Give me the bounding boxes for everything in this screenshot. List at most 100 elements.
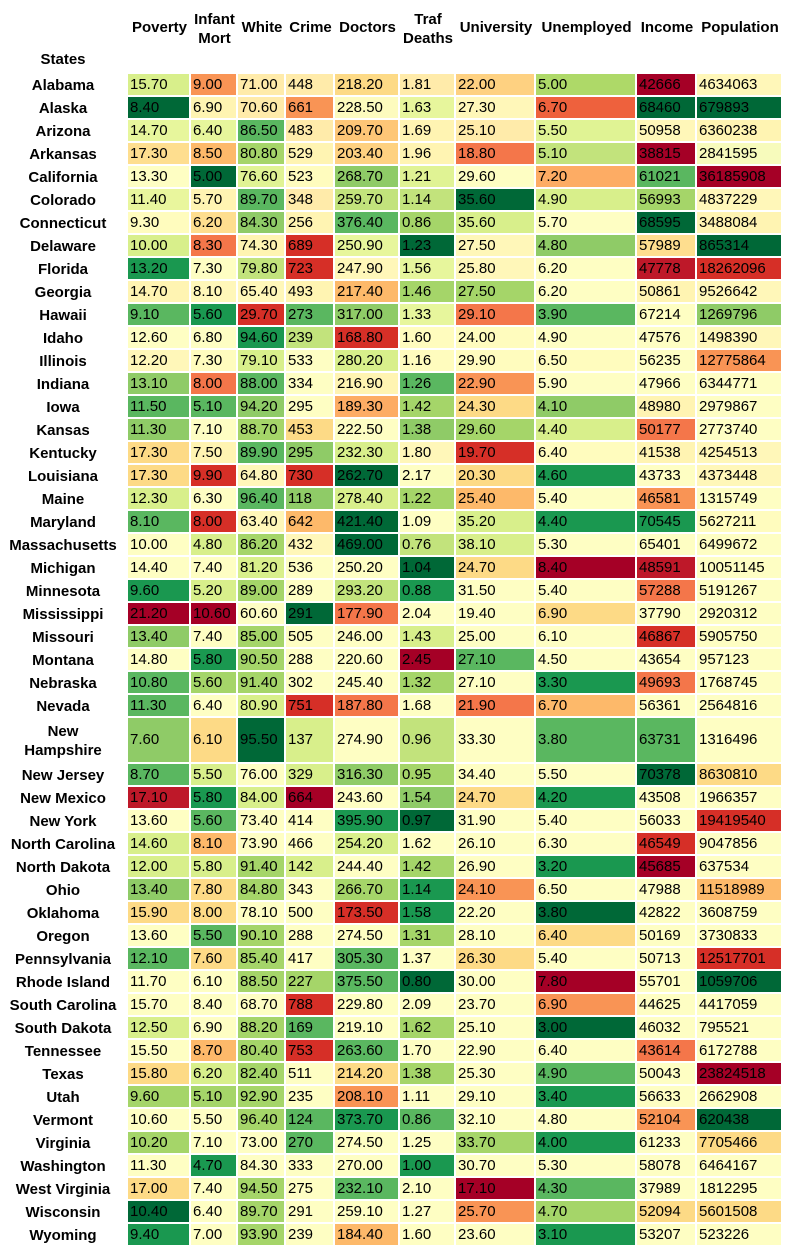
heatmap-cell: 1.42 [400,856,454,877]
heatmap-cell: 4.40 [536,419,635,440]
heatmap-cell: 68595 [637,212,695,233]
heatmap-cell: 1.11 [400,1086,454,1107]
heatmap-cell: 3.90 [536,304,635,325]
heatmap-cell: 5601508 [697,1201,781,1222]
heatmap-cell: 34.40 [456,764,534,785]
heatmap-cell: 250.20 [335,557,398,578]
row-label: Florida [37,261,88,278]
row-label: Louisiana [27,468,98,485]
heatmap-cell: 43614 [637,1040,695,1061]
heatmap-cell: 5.50 [191,1109,236,1130]
row-label: Idaho [43,330,83,347]
heatmap-cell: 642 [286,511,333,532]
heatmap-cell: 89.90 [238,442,284,463]
heatmap-cell: 1.09 [400,511,454,532]
heatmap-cell: 5.90 [536,373,635,394]
heatmap-cell: 6.70 [536,695,635,716]
heatmap-cell: 1.31 [400,925,454,946]
heatmap-cell: 421.40 [335,511,398,532]
heatmap-cell: 247.90 [335,258,398,279]
row-label: North Carolina [10,836,116,853]
heatmap-cell: 469.00 [335,534,398,555]
heatmap-cell: 9.60 [128,1086,189,1107]
row-label: Alabama [31,77,95,94]
heatmap-cell: 63.40 [238,511,284,532]
heatmap-cell: 2.10 [400,1178,454,1199]
heatmap-cell: 11.30 [128,1155,189,1176]
row-label: Illinois [39,353,87,370]
heatmap-cell: 46581 [637,488,695,509]
heatmap-cell: 14.40 [128,557,189,578]
heatmap-cell: 270.00 [335,1155,398,1176]
heatmap-cell: 56993 [637,189,695,210]
heatmap-cell: 239 [286,1224,333,1245]
row-label: Maryland [30,514,96,531]
heatmap-cell: 6.90 [191,1017,236,1038]
heatmap-cell: 3.40 [536,1086,635,1107]
heatmap-cell: 5.10 [536,143,635,164]
heatmap-cell: 8630810 [697,764,781,785]
heatmap-cell: 4837229 [697,189,781,210]
heatmap-cell: 11.30 [128,695,189,716]
heatmap-cell: 288 [286,925,333,946]
heatmap-cell: 432 [286,534,333,555]
heatmap-cell: 245.40 [335,672,398,693]
heatmap-cell: 21.90 [456,695,534,716]
heatmap-cell: 22.00 [456,74,534,95]
row-label: Colorado [30,192,96,209]
heatmap-cell: 1.43 [400,626,454,647]
heatmap-cell: 2.45 [400,649,454,670]
heatmap-cell: 79.10 [238,350,284,371]
heatmap-cell: 8.10 [191,833,236,854]
heatmap-cell: 1.46 [400,281,454,302]
heatmap-cell: 268.70 [335,166,398,187]
heatmap-cell: 2564816 [697,695,781,716]
heatmap-cell: 334 [286,373,333,394]
heatmap-cell: 27.10 [456,649,534,670]
heatmap-cell: 43654 [637,649,695,670]
heatmap-cell: 689 [286,235,333,256]
heatmap-cell: 273 [286,304,333,325]
heatmap-cell: 1.32 [400,672,454,693]
row-label: Rhode Island [15,974,111,991]
heatmap-cell: 94.60 [238,327,284,348]
heatmap-cell: 620438 [697,1109,781,1130]
heatmap-cell: 203.40 [335,143,398,164]
heatmap-cell: 50958 [637,120,695,141]
heatmap-cell: 5.10 [191,1086,236,1107]
heatmap-cell: 1.56 [400,258,454,279]
heatmap-cell: 7.00 [191,1224,236,1245]
heatmap-cell: 3608759 [697,902,781,923]
heatmap-cell: 263.60 [335,1040,398,1061]
heatmap-cell: 7.80 [191,879,236,900]
heatmap-cell: 5.50 [191,925,236,946]
row-label: South Dakota [14,1020,112,1037]
column-header: Unemployed [541,19,632,36]
heatmap-cell: 9.90 [191,465,236,486]
heatmap-cell: 0.88 [400,580,454,601]
heatmap-cell: 1498390 [697,327,781,348]
heatmap-cell: 417 [286,948,333,969]
row-label: Kentucky [29,445,97,462]
heatmap-cell: 86.20 [238,534,284,555]
heatmap-cell: 76.60 [238,166,284,187]
heatmap-cell: 295 [286,442,333,463]
heatmap-cell: 29.90 [456,350,534,371]
heatmap-cell: 36185908 [697,166,781,187]
column-header: Crime [289,19,332,36]
row-label: Montana [32,652,94,669]
heatmap-cell: 15.90 [128,902,189,923]
heatmap-cell: 47778 [637,258,695,279]
heatmap-cell: 254.20 [335,833,398,854]
heatmap-cell: 6.20 [536,258,635,279]
heatmap-cell: 1.33 [400,304,454,325]
heatmap-cell: 295 [286,396,333,417]
heatmap-cell: 93.90 [238,1224,284,1245]
heatmap-cell: 5.00 [191,166,236,187]
heatmap-cell: 15.80 [128,1063,189,1084]
heatmap-cell: 17.30 [128,143,189,164]
heatmap-cell: 46549 [637,833,695,854]
heatmap-cell: 7.60 [191,948,236,969]
row-label: New Mexico [20,790,106,807]
heatmap-cell: 8.70 [191,1040,236,1061]
